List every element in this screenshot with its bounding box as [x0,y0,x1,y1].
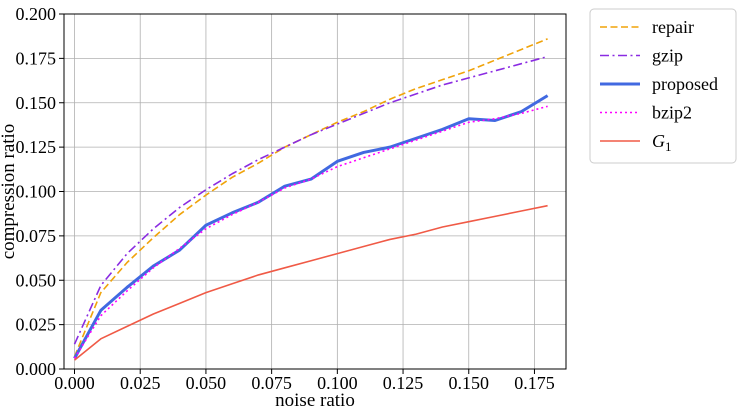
grid [64,13,566,370]
x-tick-label: 0.075 [251,373,292,393]
x-tick-label: 0.150 [449,373,490,393]
legend-box [589,8,737,164]
legend-label-bzip2: bzip2 [652,103,692,123]
y-tick-label: 0.075 [16,226,57,246]
legend: repair gzip proposed bzip2 G1 [589,8,737,164]
x-tick-label: 0.050 [186,373,227,393]
y-tick-label: 0.050 [16,270,57,290]
series-lines [73,38,549,361]
x-tick-label: 0.175 [514,373,555,393]
series-line-bzip2 [73,105,548,359]
series-line-repair [73,38,548,357]
legend-label-gzip: gzip [652,46,683,66]
x-tick-label: 0.100 [317,373,358,393]
legend-label-repair: repair [652,17,694,37]
legend-label-proposed: proposed [652,74,718,94]
x-axis-label: noise ratio [275,390,355,411]
x-tick-label: 0.125 [383,373,424,393]
y-axis-label: compression ratio [0,124,19,260]
y-tick-label: 0.175 [16,48,57,68]
legend-label-g1: G1 [652,131,672,154]
x-tick-label: 0.025 [120,373,161,393]
y-tick-label: 0.200 [16,4,57,24]
y-tick-label: 0.150 [16,93,57,113]
x-tick-label: 0.000 [54,373,95,393]
y-tick-label: 0.025 [16,315,57,335]
series-line-g1 [74,204,548,361]
series-line-proposed [73,94,549,360]
axis-ticks: 0.000 0.025 0.050 0.075 0.100 0.125 0.150 0.175… [16,4,555,393]
y-tick-label: 0.100 [16,182,57,202]
y-tick-label: 0.000 [16,359,57,379]
series-line-gzip [73,55,548,345]
y-tick-label: 0.125 [16,137,57,157]
